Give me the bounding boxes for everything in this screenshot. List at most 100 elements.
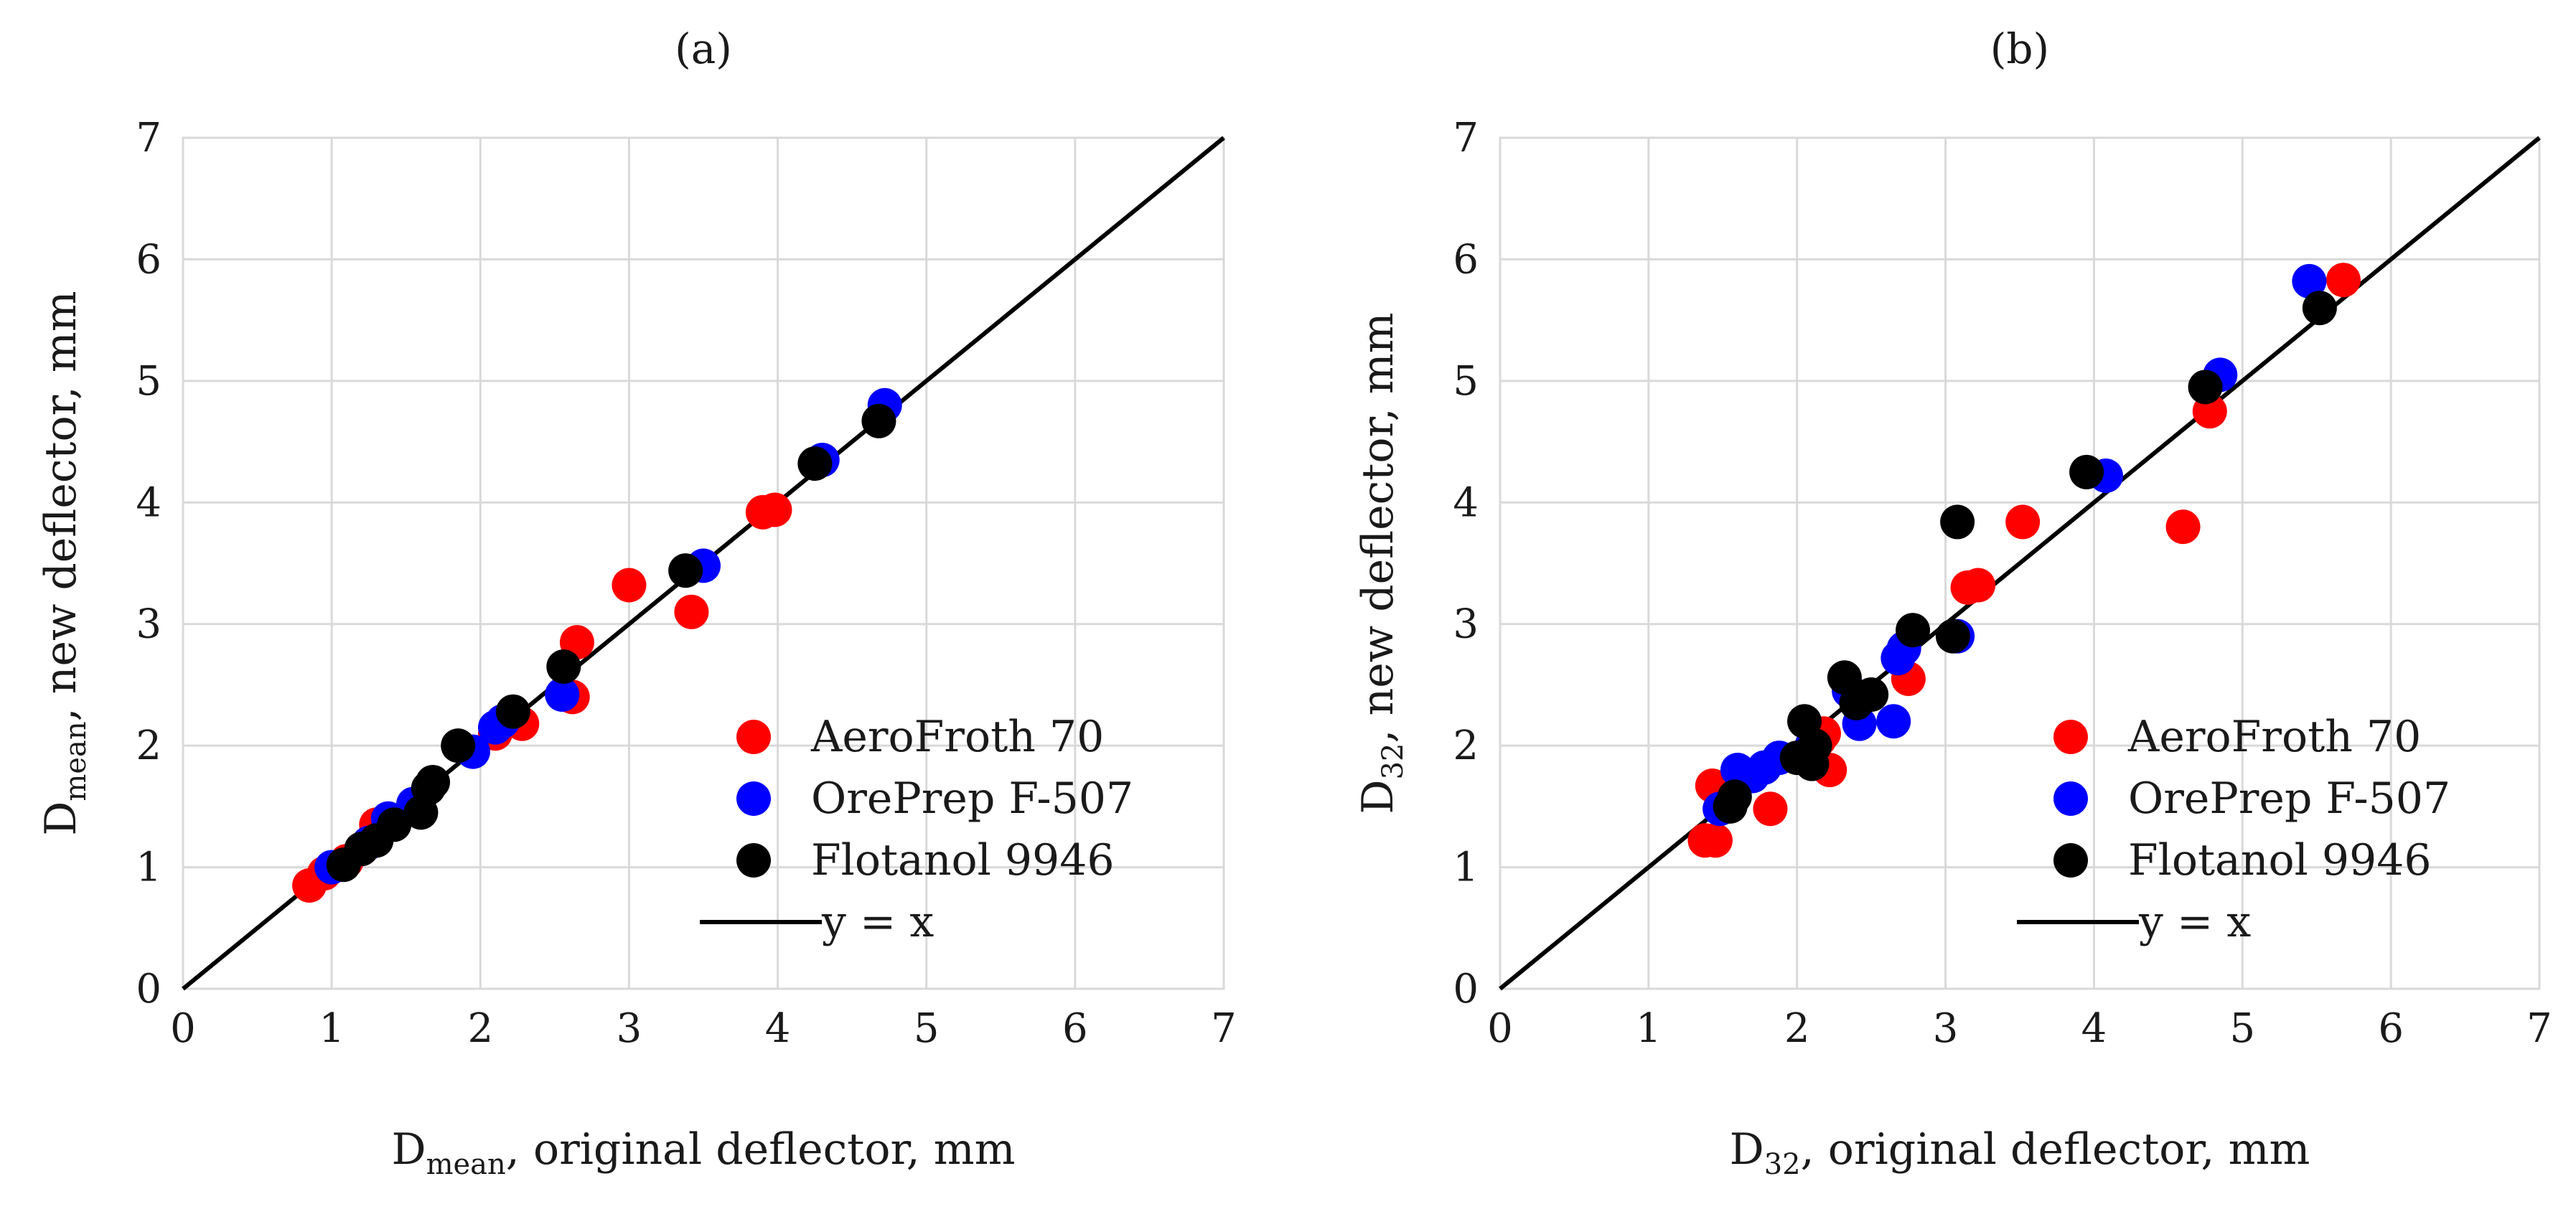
data-point	[416, 764, 450, 799]
data-point	[2188, 370, 2223, 405]
x-axis-title-a-subscript: mean	[426, 1148, 506, 1181]
data-point	[2302, 291, 2337, 326]
x-axis-title-a-rest: , original deflector, mm	[506, 1124, 1016, 1175]
x-tick-label: 2	[1784, 1005, 1810, 1052]
data-point	[546, 649, 581, 685]
x-tick-label: 7	[1211, 1005, 1237, 1052]
data-point	[1940, 504, 1975, 540]
data-point	[1896, 613, 1931, 648]
y-axis-title-a: Dmean, new deflector, mm	[36, 291, 93, 835]
data-point	[1697, 823, 1733, 858]
data-point	[2326, 263, 2361, 298]
y-tick-label: 3	[1453, 601, 1479, 648]
x-tick-label: 6	[2378, 1005, 2404, 1052]
x-axis-title-b-main: D	[1730, 1124, 1764, 1175]
y-tick-label: 5	[136, 358, 161, 405]
legend-label: Flotanol 9946	[2128, 835, 2432, 885]
data-point	[674, 594, 709, 629]
legend-b: AeroFroth 70 OrePrep F-507 Flotanol 9946 y …	[2017, 712, 2450, 947]
legend-marker	[2053, 843, 2088, 878]
y-tick-label: 0	[1453, 966, 1479, 1012]
x-tick-label: 6	[1062, 1005, 1088, 1052]
data-point	[797, 446, 833, 481]
legend-marker	[2053, 781, 2088, 816]
y-axis-title-b-rest: , new deflector, mm	[1353, 312, 1403, 743]
x-axis-title-b-rest: , original deflector, mm	[1801, 1124, 2310, 1175]
legend-marker	[736, 781, 771, 816]
x-tick-label: 2	[467, 1005, 493, 1052]
x-tick-label: 4	[2081, 1005, 2107, 1052]
y-axis-title-a-rest: , new deflector, mm	[36, 291, 86, 721]
y-axis-title-a-subscript: mean	[60, 721, 93, 801]
legend-a: AeroFroth 70 OrePrep F-507 Flotanol 9946 y …	[700, 712, 1133, 947]
data-point	[2005, 504, 2041, 540]
data-point	[757, 492, 792, 527]
y-tick-label: 4	[136, 479, 161, 526]
x-axis-title-a: Dmean, original deflector, mm	[391, 1124, 1015, 1181]
gridlines-a	[182, 136, 1225, 990]
y-tick-label: 6	[136, 236, 161, 283]
x-tick-label: 7	[2526, 1005, 2552, 1052]
data-point	[1753, 791, 1788, 827]
series-flotanol-9946	[326, 403, 896, 883]
data-point	[861, 403, 896, 438]
x-tick-label: 4	[765, 1005, 791, 1052]
chart-panel-b: (b) 0 1 2 3 4 5 6 7 0 1 2 3 4 5 6 7 AeroFroth 70 OrePrep F…	[1353, 24, 2552, 1181]
x-tick-label: 0	[1487, 1005, 1513, 1052]
panel-title-a: (a)	[675, 24, 732, 73]
legend-marker	[736, 843, 771, 878]
legend-marker	[736, 720, 771, 754]
y-axis-title-b-subscript: 32	[1377, 743, 1410, 780]
panel-title-b: (b)	[1990, 24, 2049, 73]
data-point	[612, 568, 647, 603]
data-point	[1827, 660, 1862, 695]
data-point	[2165, 509, 2201, 545]
y-tick-label: 7	[136, 115, 161, 161]
y-tick-label: 2	[136, 723, 161, 769]
legend-label: Flotanol 9946	[811, 835, 1115, 885]
series-flotanol-9946	[1713, 291, 2337, 824]
plot-border-b	[1499, 136, 2541, 990]
chart-panel-a: (a) 0 1 2 3 4 5 6 7 0 1 2 3 4 5 6 7 AeroFroth 70 OrePrep F…	[36, 24, 1237, 1181]
plot-border-a	[182, 136, 1225, 990]
y-tick-label: 4	[1453, 479, 1479, 526]
legend-marker	[2053, 720, 2088, 754]
x-axis-title-b-subscript: 32	[1764, 1148, 1801, 1181]
x-axis-title-a-main: D	[391, 1124, 426, 1175]
y-tick-label: 2	[1453, 723, 1479, 769]
legend-label-reference: y = x	[2138, 897, 2251, 947]
data-point	[2069, 454, 2104, 489]
legend-label-reference: y = x	[821, 897, 934, 947]
data-point	[1717, 779, 1752, 814]
data-point	[377, 807, 412, 842]
data-point	[668, 553, 703, 588]
x-tick-label: 5	[2229, 1005, 2255, 1052]
data-point	[1961, 568, 1996, 603]
reference-line-b	[1499, 136, 2541, 991]
data-point	[1876, 704, 1911, 739]
y-axis-title-b: D32, new deflector, mm	[1353, 312, 1410, 814]
data-point	[495, 694, 530, 729]
y-axis-title-b-main: D	[1353, 779, 1403, 814]
y-tick-label: 0	[136, 966, 161, 1012]
y-tick-label: 3	[136, 601, 161, 648]
x-tick-label: 0	[170, 1005, 196, 1052]
data-point	[1797, 728, 1832, 763]
legend-label: OrePrep F-507	[811, 774, 1133, 824]
legend-label: AeroFroth 70	[2127, 712, 2421, 762]
y-tick-label: 1	[136, 845, 161, 891]
y-tick-label: 7	[1453, 115, 1479, 161]
y-tick-label: 1	[1453, 845, 1479, 891]
legend-label: OrePrep F-507	[2128, 774, 2450, 824]
x-tick-label: 3	[617, 1005, 642, 1052]
data-point	[2292, 263, 2327, 299]
x-tick-label: 1	[319, 1005, 345, 1052]
data-point	[441, 728, 476, 763]
x-tick-label: 5	[914, 1005, 940, 1052]
data-point	[1854, 677, 1889, 712]
y-axis-title-a-main: D	[36, 802, 86, 836]
data-point	[545, 677, 580, 712]
legend-label: AeroFroth 70	[810, 712, 1104, 762]
